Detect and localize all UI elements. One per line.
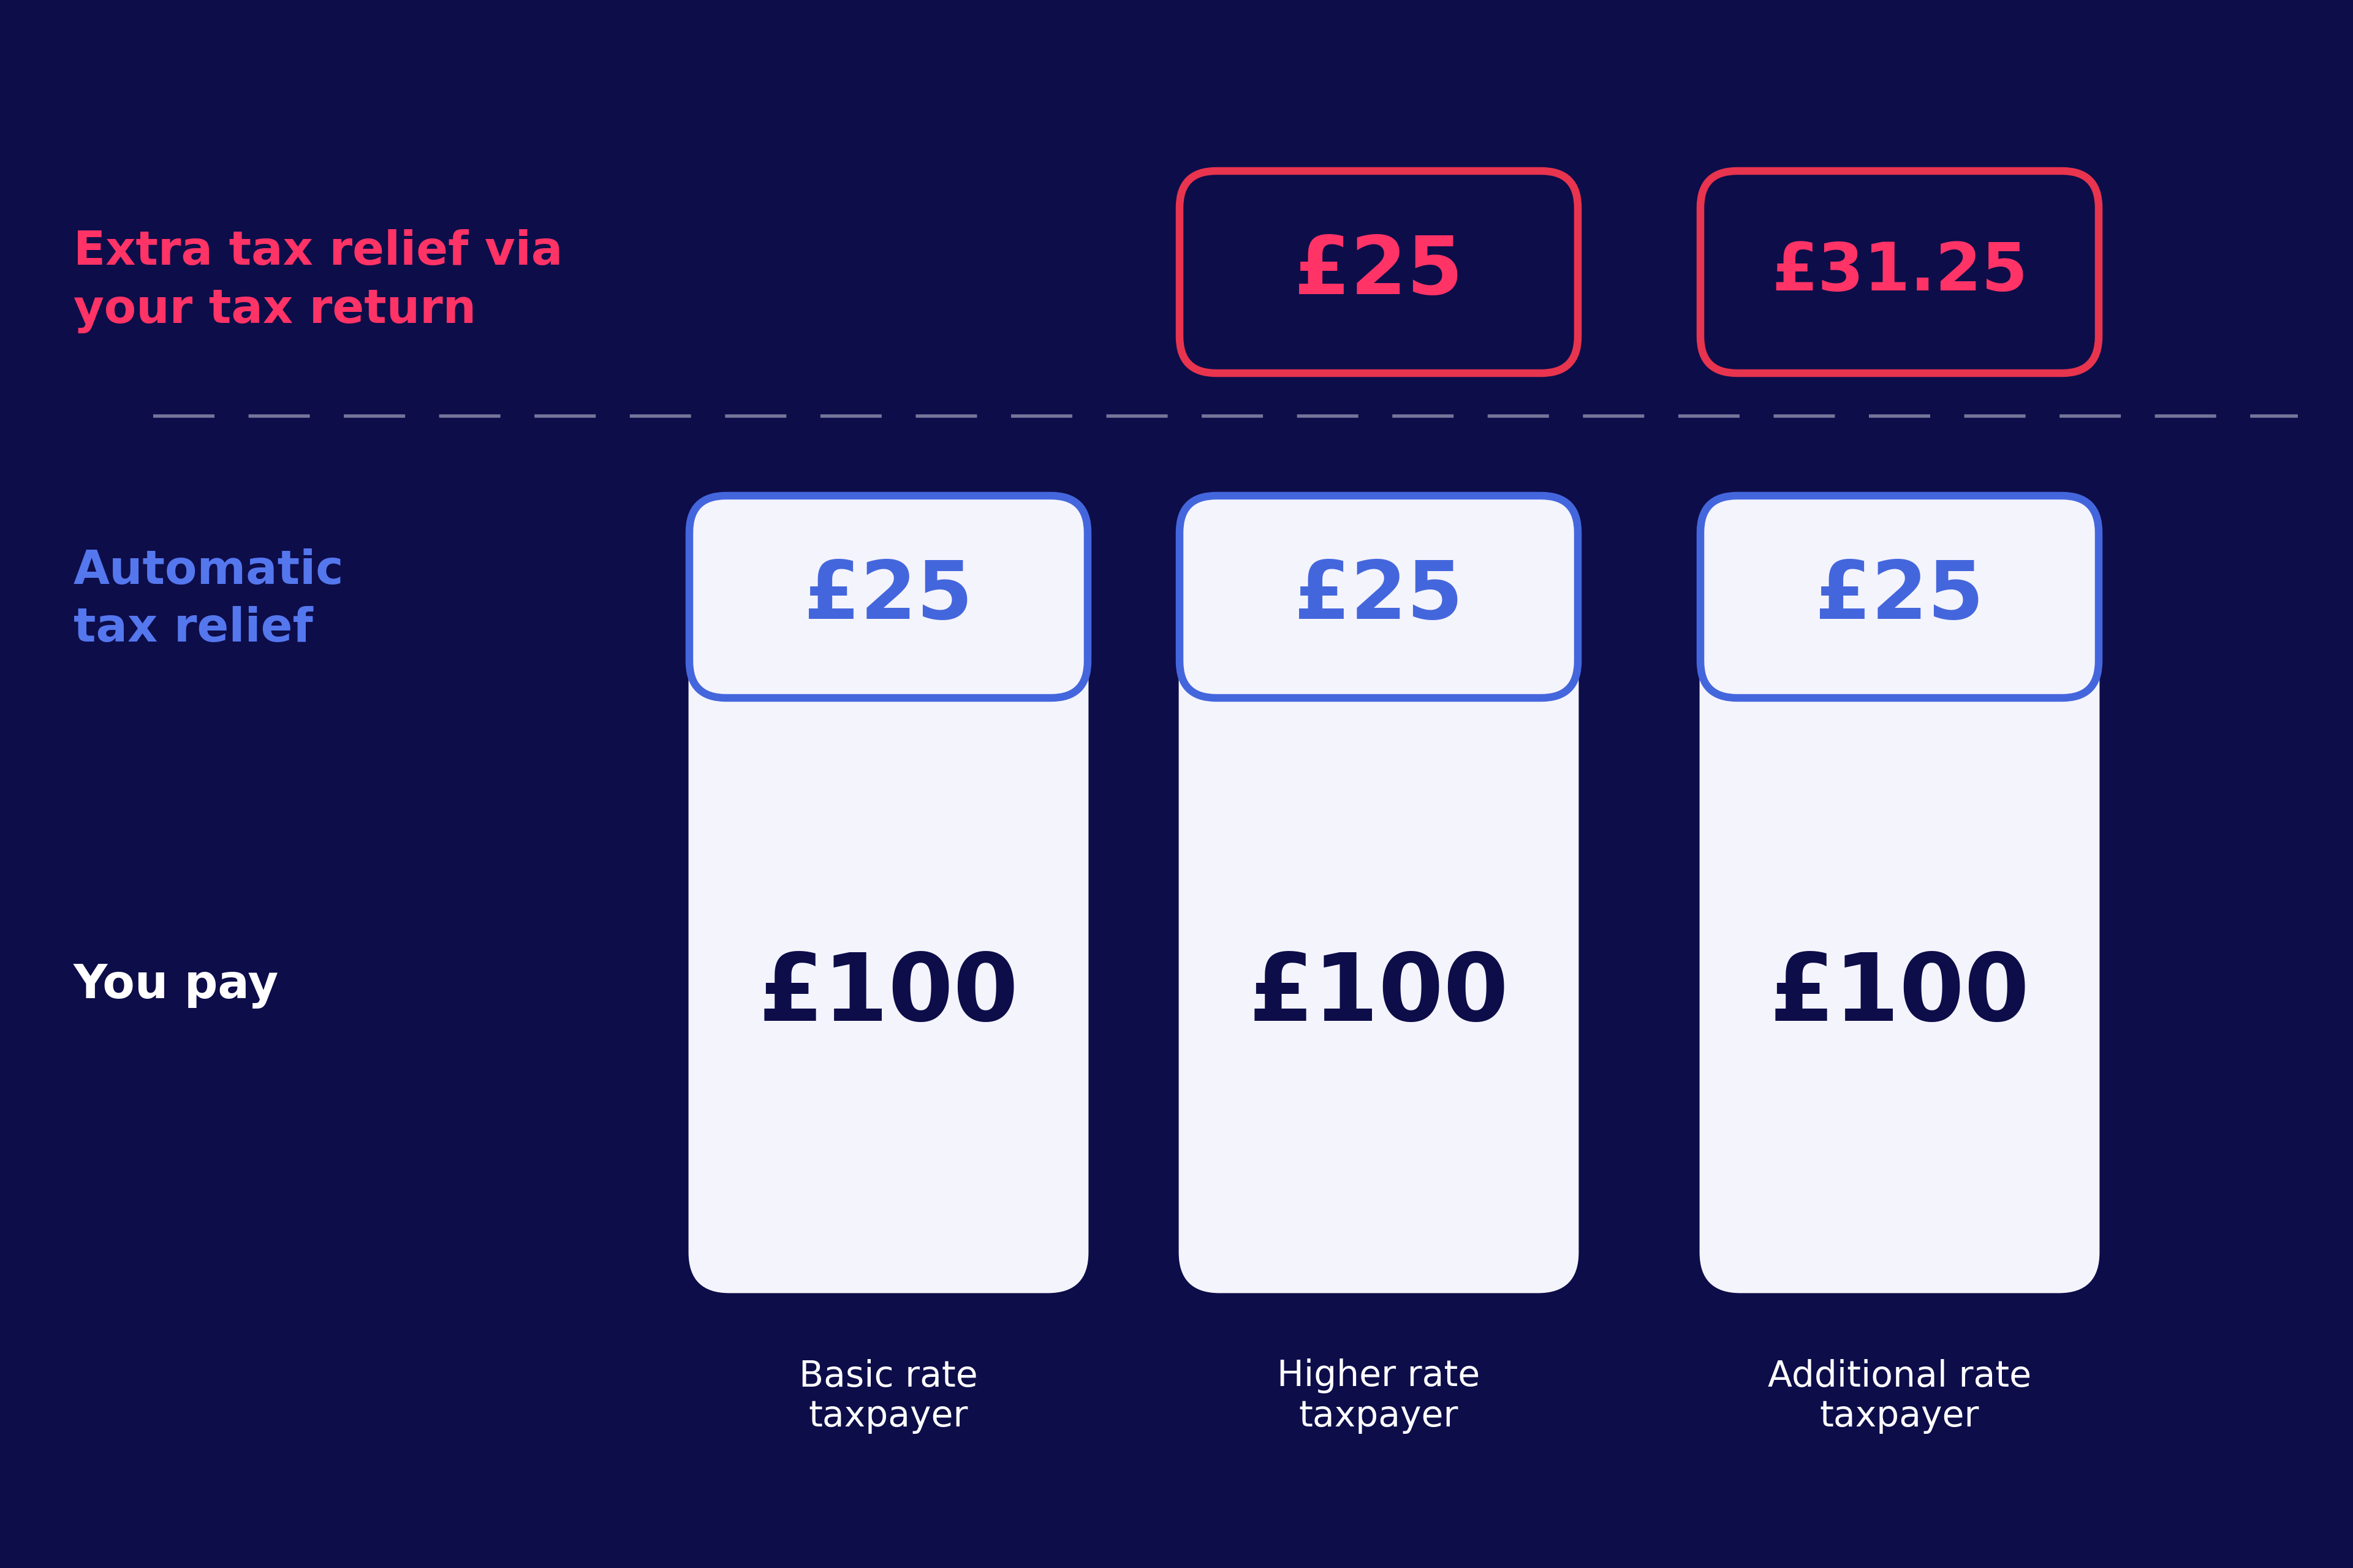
Text: Basic rate
taxpayer: Basic rate taxpayer xyxy=(800,1359,979,1435)
Text: £25: £25 xyxy=(805,558,972,635)
Text: £100: £100 xyxy=(1769,950,2031,1041)
FancyBboxPatch shape xyxy=(1701,495,2099,698)
FancyBboxPatch shape xyxy=(1179,495,1579,698)
Text: £31.25: £31.25 xyxy=(1772,240,2028,304)
FancyBboxPatch shape xyxy=(1701,171,2099,373)
FancyBboxPatch shape xyxy=(689,618,1087,1292)
Text: £25: £25 xyxy=(1294,558,1464,635)
FancyBboxPatch shape xyxy=(1701,618,2099,1292)
Text: £100: £100 xyxy=(758,950,1019,1041)
Text: £25: £25 xyxy=(1814,558,1984,635)
FancyBboxPatch shape xyxy=(1179,171,1579,373)
Text: £25: £25 xyxy=(1294,234,1464,310)
FancyBboxPatch shape xyxy=(1179,618,1579,1292)
Text: You pay: You pay xyxy=(73,963,280,1008)
Text: Automatic
tax relief: Automatic tax relief xyxy=(73,549,344,651)
Text: Higher rate
taxpayer: Higher rate taxpayer xyxy=(1278,1359,1480,1435)
Text: £100: £100 xyxy=(1249,950,1508,1041)
Text: Extra tax relief via
your tax return: Extra tax relief via your tax return xyxy=(73,229,562,332)
FancyBboxPatch shape xyxy=(689,495,1087,698)
Text: Additional rate
taxpayer: Additional rate taxpayer xyxy=(1767,1359,2031,1435)
